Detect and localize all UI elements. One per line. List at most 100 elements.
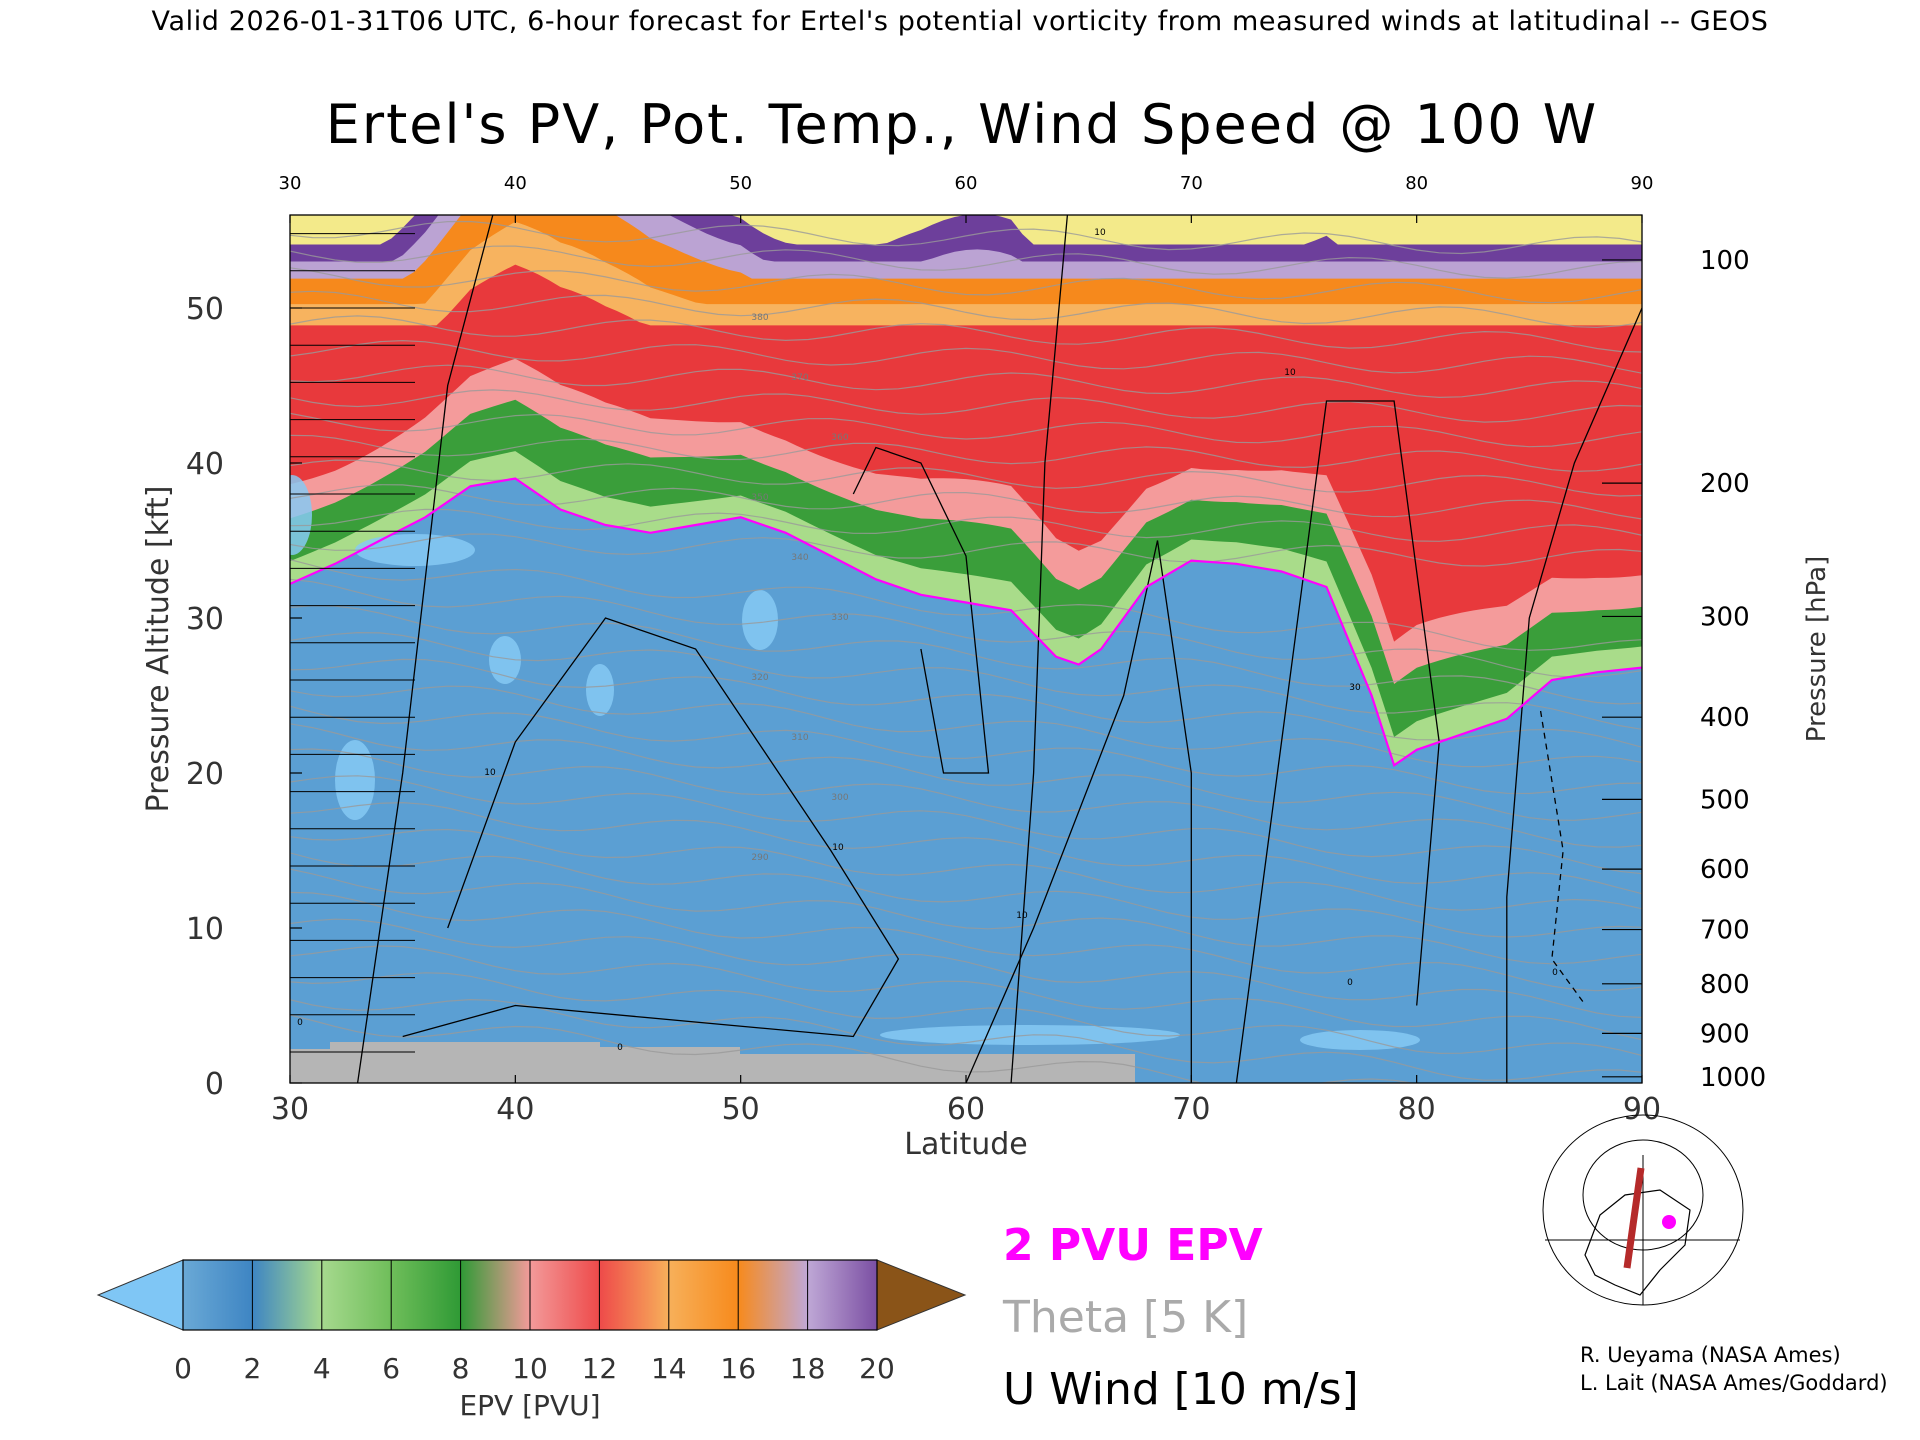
low-pv-patch: [335, 740, 375, 820]
x-tick-label: 30: [271, 1092, 309, 1127]
x-tick-label: 50: [722, 1092, 760, 1127]
colorbar-tick-label: 16: [720, 1352, 756, 1385]
theta-label: 320: [751, 673, 768, 683]
theta-isentrope: [290, 631, 1642, 730]
u-wind-label: 0: [297, 1018, 303, 1028]
x-tick-label-top: 60: [955, 173, 978, 194]
x-tick-label-top: 40: [504, 173, 527, 194]
u-wind-label: 0: [617, 1043, 623, 1053]
theta-label: 330: [831, 613, 848, 623]
u-wind-label: 0: [1552, 968, 1558, 978]
pressure-tick-label: 200: [1700, 469, 1750, 499]
u-wind-contour: [965, 540, 1192, 1083]
u-wind-contour: [1010, 215, 1069, 1083]
theta-isentrope: [290, 559, 1642, 651]
u-wind-contour: [1506, 307, 1642, 1083]
u-wind-label: 10: [832, 843, 844, 853]
u-wind-contours: [356, 215, 1642, 1083]
theta-isentrope: [290, 801, 1642, 895]
u-wind-contour: [402, 617, 900, 1038]
y-tick-label: 10: [186, 912, 224, 947]
theta-isentrope: [290, 1014, 1416, 1083]
colorbar-label: EPV [PVU]: [459, 1389, 600, 1422]
y-tick-label: 40: [186, 447, 224, 482]
theta-isentrope: [290, 868, 1642, 965]
theta-isentrope: [290, 998, 1642, 1081]
x-tick-label-top: 50: [729, 173, 752, 194]
u-wind-contour: [356, 215, 494, 1083]
y-axis-label: Pressure Altitude [kft]: [141, 486, 176, 813]
theta-isentrope: [290, 578, 1642, 678]
colorbar-arrow-left: [96, 1259, 184, 1331]
y-axis-label-right: Pressure [hPa]: [1802, 556, 1832, 743]
theta-label: 360: [831, 433, 848, 443]
colorbar-tick-label: 18: [790, 1352, 826, 1385]
inset-map-location-marker: [1662, 1215, 1676, 1229]
theta-isentrope: [290, 220, 1642, 255]
theta-label: 350: [751, 493, 768, 503]
valid-time-header: Valid 2026-01-31T06 UTC, 6-hour forecast…: [151, 6, 1768, 37]
colorbar-tick-label: 4: [313, 1352, 331, 1385]
inset-map-cross-section-track: [1623, 1167, 1645, 1269]
u-wind-label: 10: [484, 768, 496, 778]
colorbar-arrow-right: [876, 1259, 967, 1331]
x-axis-label: Latitude: [904, 1127, 1027, 1162]
theta-isentrope: [290, 364, 1642, 399]
theta-label: 380: [751, 313, 768, 323]
u-wind-label: 0: [1347, 978, 1353, 988]
x-tick-label-top: 70: [1180, 173, 1203, 194]
pressure-tick-label: 800: [1700, 970, 1750, 1000]
u-wind-label: 10: [1094, 228, 1106, 238]
theta-label: 290: [751, 853, 768, 863]
x-tick-label: 60: [947, 1092, 985, 1127]
u-wind-label: 10: [1284, 368, 1296, 378]
u-wind-label: 30: [1349, 683, 1361, 693]
credit-line-2: L. Lait (NASA Ames/Goddard): [1580, 1371, 1888, 1395]
theta-isentrope: [290, 339, 1642, 374]
theta-isentrope: [290, 245, 1642, 279]
colorbar-tick-label: 6: [382, 1352, 400, 1385]
theta-isentrope: [290, 434, 1642, 473]
theta-isentrope: [290, 918, 1642, 1019]
legend-theta: Theta [5 K]: [1002, 1292, 1248, 1343]
theta-isentrope: [290, 412, 1642, 448]
x-tick-label: 80: [1398, 1092, 1436, 1127]
theta-isentrope: [290, 315, 1642, 353]
theta-label: 310: [791, 733, 808, 743]
colorbar-segment: [668, 1260, 739, 1330]
low-pv-patch: [742, 590, 778, 650]
low-pv-patch: [586, 664, 614, 716]
globe-locator-map-icon: [1542, 1114, 1744, 1306]
low-pv-patch: [489, 636, 521, 684]
theta-contours: [290, 220, 1642, 1083]
colorbar-segment: [599, 1260, 669, 1330]
colorbar-segment: [321, 1260, 392, 1330]
ground-topography: [290, 1042, 1135, 1083]
theta-label: 300: [831, 793, 848, 803]
colorbar-segment: [252, 1260, 322, 1330]
colorbar-segment: [738, 1260, 808, 1330]
theta-isentrope: [290, 852, 1642, 938]
u-wind-label: 10: [1016, 911, 1028, 921]
low-pv-patch: [1300, 1030, 1420, 1050]
theta-isentrope: [290, 775, 1642, 875]
credit-line-1: R. Ueyama (NASA Ames): [1580, 1343, 1841, 1367]
colorbar-segment: [460, 1260, 530, 1330]
u-wind-negative-contour: [1539, 710, 1587, 1006]
pressure-tick-label: 600: [1700, 855, 1750, 885]
pressure-tick-label: 700: [1700, 916, 1750, 946]
pressure-tick-label: 900: [1700, 1019, 1750, 1049]
theta-isentrope: [290, 658, 1642, 748]
pressure-tick-label: 500: [1700, 785, 1750, 815]
theta-isentrope: [290, 605, 1642, 705]
y-tick-label: 0: [205, 1067, 224, 1102]
pressure-tick-label: 1000: [1700, 1063, 1766, 1093]
pressure-tick-label: 100: [1700, 246, 1750, 276]
colorbar-tick-label: 20: [859, 1352, 895, 1385]
u-wind-contour: [852, 446, 990, 774]
low-pv-patch: [290, 475, 312, 555]
legend-epv: 2 PVU EPV: [1003, 1220, 1263, 1271]
y-tick-label: 20: [186, 757, 224, 792]
